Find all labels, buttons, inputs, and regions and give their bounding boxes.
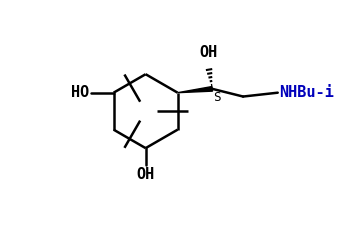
Text: NHBu-i: NHBu-i [279,85,334,100]
Polygon shape [178,86,212,93]
Text: OH: OH [136,167,155,182]
Text: OH: OH [199,44,217,59]
Text: HO: HO [71,85,89,100]
Text: S: S [213,91,221,104]
